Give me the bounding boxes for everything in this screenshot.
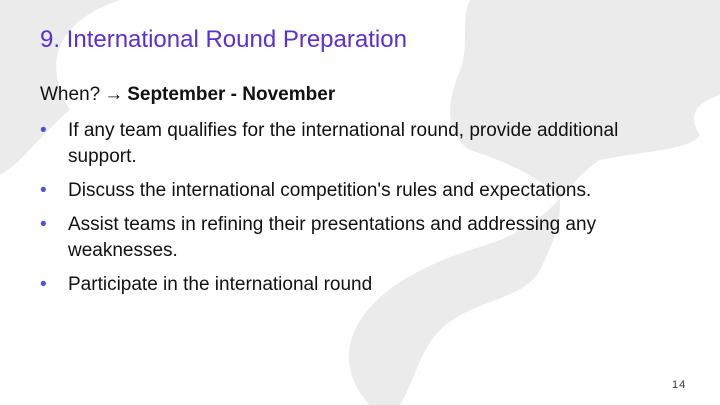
list-item: • If any team qualifies for the internati… (40, 118, 680, 170)
when-value: September - November (127, 84, 336, 105)
page-number: 14 (672, 379, 687, 391)
arrow-right-icon: → (104, 84, 124, 105)
bullet-text: Participate in the international round (68, 274, 373, 295)
bullet-dot-icon: • (40, 180, 47, 201)
bullet-dot-icon: • (40, 214, 47, 235)
list-item: • Participate in the international round (40, 272, 680, 298)
background-blob-right (349, 0, 720, 405)
slide-title: 9. International Round Preparation (40, 26, 407, 53)
when-label: When? (40, 84, 101, 105)
bullet-list: • If any team qualifies for the internati… (40, 118, 680, 306)
bullet-dot-icon: • (40, 274, 47, 295)
list-item: • Discuss the international competition's… (40, 178, 680, 204)
bullet-text: If any team qualifies for the internatio… (68, 120, 619, 167)
when-line: When? → September - November (40, 84, 335, 106)
list-item: • Assist teams in refining their presenta… (40, 212, 680, 264)
bullet-dot-icon: • (40, 120, 47, 141)
bullet-text: Discuss the international competition's … (68, 180, 592, 201)
bullet-text: Assist teams in refining their presentat… (68, 214, 597, 261)
background-blob-left (0, 0, 120, 175)
background-blob-top-right (689, 0, 720, 60)
